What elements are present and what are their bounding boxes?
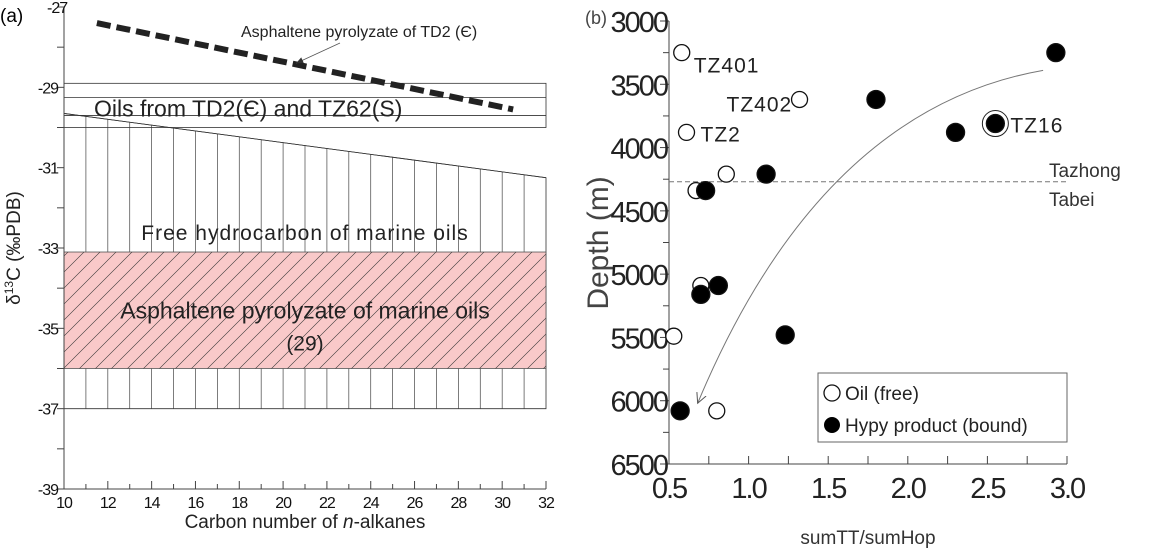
x-tick-label: 1.5 (811, 473, 846, 505)
legend-open-marker (823, 384, 841, 402)
x-tick-label: 18 (231, 495, 248, 512)
y-tick-label: 4500 (610, 197, 667, 229)
y-tick-label: -31 (38, 161, 59, 178)
oil-free-point (717, 165, 735, 183)
y-tick-label: -37 (38, 402, 59, 419)
x-tick-label: 2.0 (891, 473, 926, 505)
x-tick-label: 12 (100, 495, 117, 512)
x-tick-label: 14 (144, 495, 161, 512)
point-label: TZ402 (727, 93, 793, 116)
hypy-bound-point (670, 401, 690, 421)
x-tick-label: 1.0 (731, 473, 766, 505)
hypy-bound-point (866, 89, 886, 110)
y-tick-label: -27 (47, 0, 68, 17)
x-tick-label: 28 (450, 495, 467, 512)
x-tick-label: 22 (319, 495, 336, 512)
y-tick-label: 3000 (610, 7, 667, 39)
annotation-arrow (295, 42, 341, 64)
x-tick-label: 0.5 (652, 473, 687, 505)
hypy-bound-point (691, 284, 711, 305)
asphaltene-marine-label: Asphaltene pyrolyzate of marine oils (120, 297, 489, 323)
tz16-ring (981, 110, 1009, 138)
y-tick-label: 6000 (610, 387, 667, 419)
x-tick-label: 24 (363, 495, 380, 512)
panel-b-xlabel: sumTT/sumHop (800, 528, 935, 549)
point-label: TZ401 (694, 55, 760, 78)
hypy-bound-point (945, 122, 966, 143)
legend-label-hypy: Hypy product (bound) (845, 416, 1028, 437)
td2-asphaltene-dashed-line (96, 20, 514, 113)
y-tick-label: 6500 (610, 450, 667, 482)
legend-label-oil: Oil (free) (845, 384, 919, 405)
panel-a-xlabel: Carbon number of n-alkanes (185, 512, 426, 533)
x-tick-label: 10 (56, 495, 73, 512)
legend: Oil (free) Hypy product (bound) (817, 372, 1068, 443)
y-tick-label: 5000 (610, 260, 667, 292)
x-tick-label: 30 (494, 495, 511, 512)
x-tick-label: 3.0 (1050, 473, 1085, 505)
point-label: TZ16 (1010, 115, 1063, 138)
hypy-bound-point (695, 180, 716, 201)
panel-b-ylabel: Depth (m) (582, 176, 615, 309)
x-tick-label: 32 (538, 495, 555, 512)
asphaltene-count-label: (29) (286, 332, 323, 355)
x-tick-label: 2.5 (970, 473, 1005, 505)
y-tick-label: 3500 (610, 70, 667, 102)
oil-free-point (665, 327, 683, 345)
hypy-bound-point (756, 164, 776, 184)
legend-filled-marker (824, 417, 840, 433)
asphaltene-band-hatch (64, 252, 546, 369)
boundary-lower-label: Tabei (1049, 190, 1094, 211)
oil-free-point (790, 90, 809, 109)
panel-a-ylabel: δ13C (‰PDB) (2, 191, 25, 305)
y-tick-label: -39 (38, 482, 59, 499)
y-tick-label: 4000 (610, 134, 667, 166)
oils-label: Oils from TD2(Є) and TZ62(S) (94, 95, 402, 121)
x-tick-label: 20 (275, 495, 292, 512)
y-tick-label: -33 (38, 241, 59, 258)
panel-b-label: (b) (585, 8, 607, 28)
trend-arrow (698, 69, 1044, 403)
x-tick-label: 16 (188, 495, 205, 512)
y-tick-label: 5500 (610, 323, 667, 355)
oil-free-point (708, 402, 726, 420)
legend-box (817, 372, 1068, 443)
y-tick-label: -35 (38, 321, 59, 338)
oil-free-point (673, 43, 691, 62)
hypy-bound-point (708, 275, 729, 296)
td2-asphaltene-label: Asphaltene pyrolyzate of TD2 (Є) (241, 24, 477, 41)
x-tick-label: 26 (407, 495, 424, 512)
panel-a-label: (a) (0, 6, 23, 27)
point-label: TZ2 (701, 123, 741, 146)
hypy-bound-point (985, 113, 1006, 134)
oil-free-point (677, 123, 696, 142)
free-hydrocarbon-top-line (63, 113, 547, 179)
hypy-bound-point (1046, 42, 1066, 63)
free-hydrocarbon-label: Free hydrocarbon of marine oils (141, 222, 468, 245)
y-tick-label: -29 (38, 80, 59, 97)
boundary-upper-label: Tazhong (1049, 161, 1121, 182)
hypy-bound-point (775, 325, 795, 345)
